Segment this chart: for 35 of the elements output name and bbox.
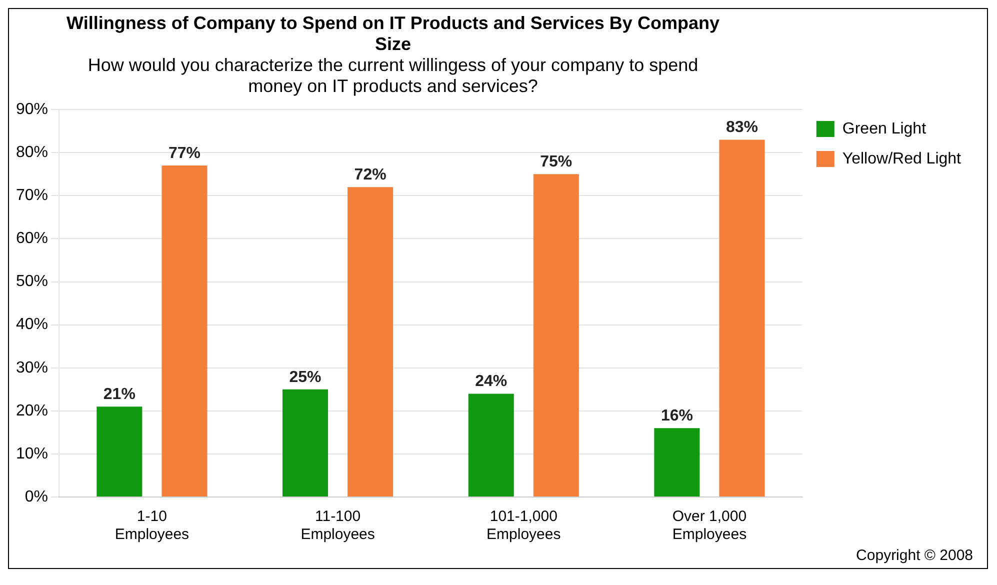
bar (348, 187, 394, 496)
data-label: 25% (289, 368, 322, 386)
chart-title: Willingness of Company to Spend on IT Products and Services By Company Size (66, 13, 720, 55)
y-tick-label: 30% (16, 359, 48, 376)
bar (282, 389, 328, 496)
bar (654, 428, 700, 496)
legend-label: Yellow/Red Light (842, 150, 962, 168)
bar (533, 174, 579, 496)
bar (719, 140, 765, 496)
bar (96, 406, 142, 496)
y-tick-label: 10% (16, 445, 48, 462)
x-tick-label: 101-1,000 Employees (486, 508, 561, 544)
bar (162, 166, 208, 496)
data-label: 75% (540, 154, 572, 171)
data-label: 77% (168, 144, 200, 162)
y-tick-label: 50% (16, 273, 48, 290)
chart-subtitle: How would you characterize the current willingess of your company to spend money on IT products and services? (86, 55, 700, 97)
bar (468, 394, 514, 496)
data-label: 72% (354, 166, 386, 184)
data-label: 24% (475, 373, 508, 390)
y-tick-label: 60% (16, 230, 48, 248)
y-tick-label: 0% (24, 488, 48, 506)
data-label: 21% (103, 386, 136, 404)
data-label: 83% (726, 119, 758, 136)
x-tick-label: 1-10 Employees (114, 508, 190, 544)
y-tick-label: 70% (16, 187, 48, 204)
legend-label: Green Light (842, 120, 927, 138)
x-tick-label: Over 1,000 Employees (672, 508, 747, 544)
y-tick-label: 90% (16, 101, 48, 118)
data-label: 16% (660, 408, 693, 425)
y-tick-label: 80% (16, 144, 48, 162)
x-tick-label: 11-100 Employees (300, 508, 375, 544)
text: Copyright © 2008 (855, 547, 974, 564)
y-tick-label: 40% (16, 316, 48, 334)
y-tick-label: 20% (16, 402, 48, 420)
